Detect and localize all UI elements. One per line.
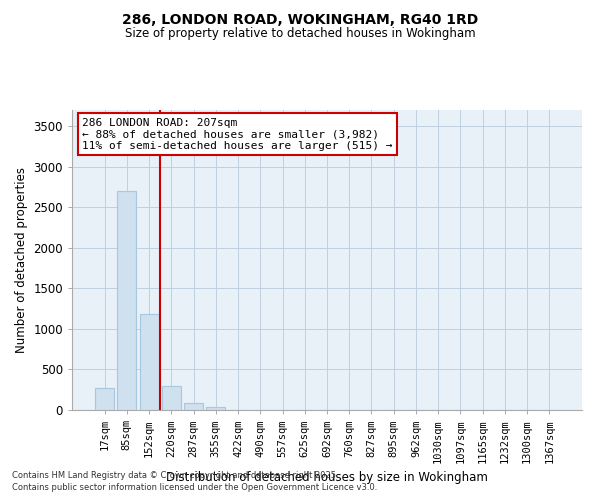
Y-axis label: Number of detached properties: Number of detached properties bbox=[15, 167, 28, 353]
Bar bbox=[95, 388, 114, 410]
Bar bbox=[118, 191, 136, 410]
Text: 286, LONDON ROAD, WOKINGHAM, RG40 1RD: 286, LONDON ROAD, WOKINGHAM, RG40 1RD bbox=[122, 12, 478, 26]
Bar bbox=[140, 314, 158, 410]
X-axis label: Distribution of detached houses by size in Wokingham: Distribution of detached houses by size … bbox=[166, 471, 488, 484]
Bar bbox=[184, 402, 203, 410]
Text: Size of property relative to detached houses in Wokingham: Size of property relative to detached ho… bbox=[125, 28, 475, 40]
Text: 286 LONDON ROAD: 207sqm
← 88% of detached houses are smaller (3,982)
11% of semi: 286 LONDON ROAD: 207sqm ← 88% of detache… bbox=[82, 118, 392, 150]
Bar bbox=[206, 407, 225, 410]
Bar bbox=[162, 386, 181, 410]
Text: Contains HM Land Registry data © Crown copyright and database right 2025.: Contains HM Land Registry data © Crown c… bbox=[12, 470, 338, 480]
Text: Contains public sector information licensed under the Open Government Licence v3: Contains public sector information licen… bbox=[12, 483, 377, 492]
